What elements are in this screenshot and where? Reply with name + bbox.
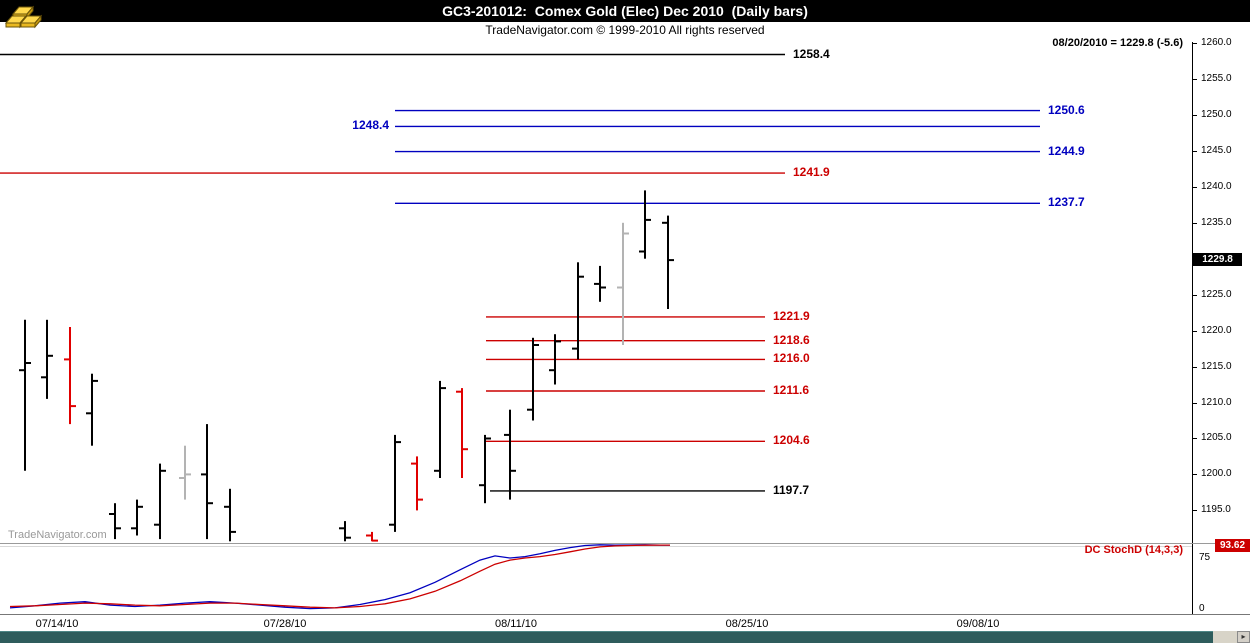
price-axis-tick xyxy=(1193,43,1197,44)
stoch-axis-label-75: 75 xyxy=(1199,552,1211,563)
price-axis-tick xyxy=(1193,186,1197,188)
price-axis-label: 1195.0 xyxy=(1201,504,1231,516)
price-bar xyxy=(41,319,53,399)
quote-readout: 08/20/2010 = 1229.8 (-5.6) xyxy=(1052,37,1183,49)
price-bar xyxy=(86,373,98,446)
price-bar xyxy=(434,380,446,478)
price-bar xyxy=(366,531,378,542)
price-axis-tick xyxy=(1193,222,1197,224)
price-axis-label: 1245.0 xyxy=(1201,144,1232,156)
price-bar xyxy=(549,334,561,385)
price-bar xyxy=(662,215,674,309)
price-axis-label: 1215.0 xyxy=(1201,360,1232,372)
price-axis-tick xyxy=(1193,438,1197,440)
scrollbar-thumb[interactable] xyxy=(0,631,1213,643)
price-axis-label: 1205.0 xyxy=(1201,432,1232,444)
stoch-line-StochK xyxy=(9,544,670,610)
price-chart-svg[interactable] xyxy=(0,42,1192,543)
horizontal-scrollbar[interactable]: ▸ xyxy=(0,631,1250,643)
price-axis-tick xyxy=(1193,78,1197,80)
stoch-axis-label-0: 0 xyxy=(1199,603,1205,614)
indicator-panel-top-border xyxy=(0,546,1192,547)
last-price-badge: 1229.8 xyxy=(1193,253,1242,267)
price-axis-tick xyxy=(1193,150,1197,152)
price-axis-label: 1235.0 xyxy=(1201,216,1232,228)
price-bar xyxy=(456,388,468,478)
price-bar xyxy=(201,424,213,540)
price-axis-tick xyxy=(1193,294,1197,296)
price-axis-label: 1210.0 xyxy=(1201,396,1232,408)
price-axis: 1260.0 1255.0 1250.0 1245.0 1240.0 1235.0 1225… xyxy=(1192,37,1250,615)
price-bar xyxy=(109,503,121,540)
date-axis-label: 09/08/10 xyxy=(956,618,1000,630)
price-bar xyxy=(639,190,651,259)
gold-bars-icon xyxy=(4,1,43,31)
price-bar xyxy=(64,327,76,425)
price-bar xyxy=(527,337,539,421)
price-axis-label: 1240.0 xyxy=(1201,180,1232,192)
indicator-value-badge: 93.62 xyxy=(1215,539,1250,552)
price-axis-tick xyxy=(1193,510,1197,512)
price-bar xyxy=(572,262,584,360)
stoch-line-StochD xyxy=(9,544,670,609)
price-bar xyxy=(131,499,143,536)
price-axis-label: 1225.0 xyxy=(1201,288,1232,300)
price-axis-tick xyxy=(1193,402,1197,404)
price-axis-tick xyxy=(1193,474,1197,476)
price-bar xyxy=(617,222,629,345)
stochastic-panel-svg[interactable] xyxy=(0,543,1192,615)
price-bar xyxy=(504,409,516,500)
price-axis-tick xyxy=(1193,366,1197,368)
indicator-panel-bottom-border xyxy=(0,614,1250,615)
price-axis-label: 1260.0 xyxy=(1201,37,1232,48)
price-bar xyxy=(389,434,401,532)
copyright-line: TradeNavigator.com © 1999-2010 All right… xyxy=(485,23,765,37)
price-axis-label: 1220.0 xyxy=(1201,324,1232,336)
date-axis-label: 08/25/10 xyxy=(725,618,769,630)
price-axis-tick xyxy=(1193,114,1197,116)
title-bar: GC3-201012: Comex Gold (Elec) Dec 2010 (… xyxy=(0,0,1250,22)
date-axis: 07/14/10 07/28/10 08/11/10 08/25/10 09/08/10 xyxy=(0,618,1250,632)
price-bar xyxy=(594,265,606,302)
price-bar xyxy=(19,319,31,471)
price-axis-tick xyxy=(1193,330,1197,332)
price-bar xyxy=(339,521,351,542)
date-axis-label: 08/11/10 xyxy=(494,618,538,630)
price-bar xyxy=(224,488,236,542)
price-axis-label: 1255.0 xyxy=(1201,72,1232,84)
price-bar xyxy=(411,456,423,511)
price-bar xyxy=(179,445,191,500)
date-axis-label: 07/14/10 xyxy=(35,618,79,630)
price-axis-label: 1250.0 xyxy=(1201,108,1232,120)
indicator-label: DC StochD (14,3,3) xyxy=(1084,544,1183,556)
scroll-right-button[interactable]: ▸ xyxy=(1237,631,1250,643)
price-bar xyxy=(154,463,166,540)
price-axis-label: 1200.0 xyxy=(1201,468,1232,480)
chart-panel-divider xyxy=(0,543,1250,544)
date-axis-label: 07/28/10 xyxy=(263,618,307,630)
price-bar xyxy=(479,434,491,504)
chart-title: GC3-201012: Comex Gold (Elec) Dec 2010 (… xyxy=(442,3,808,19)
